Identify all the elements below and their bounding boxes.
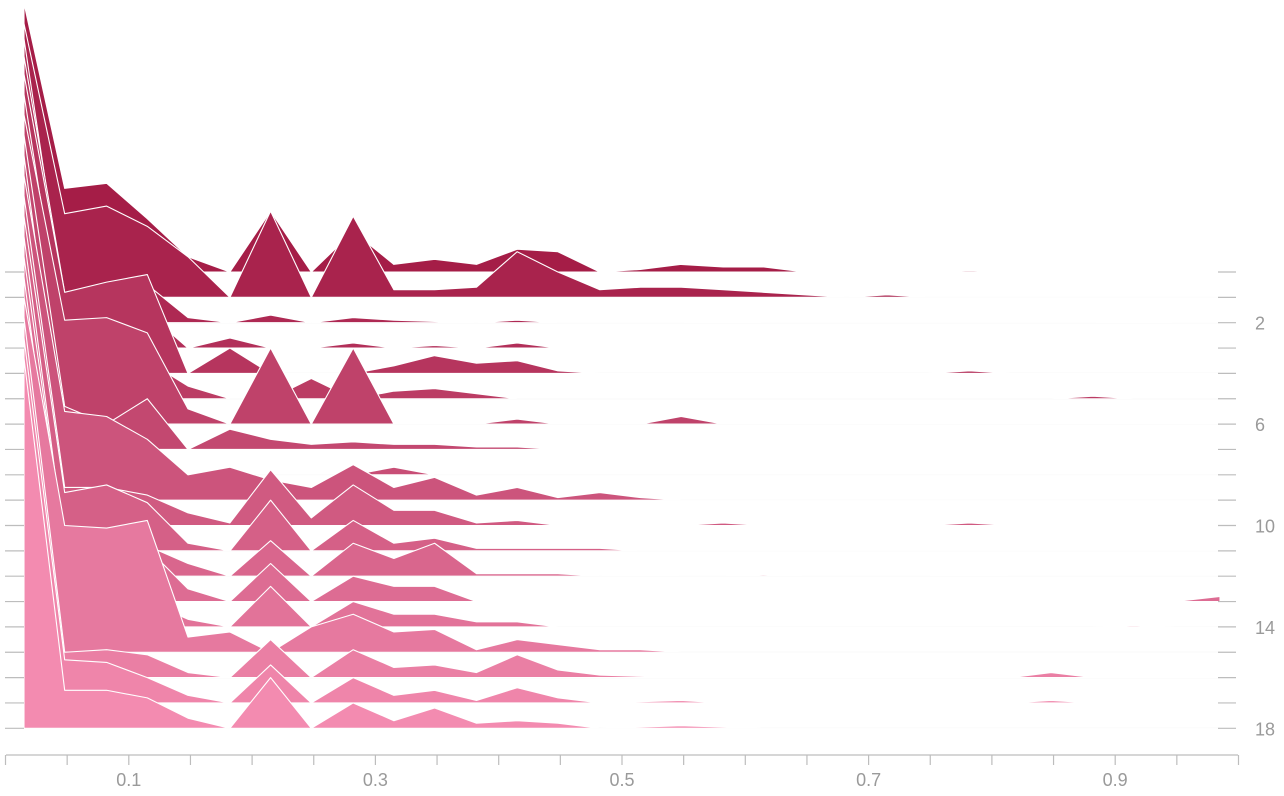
- ridge-8: [23, 154, 1221, 476]
- ridge-1: [23, 23, 1221, 298]
- ridge-16: [23, 317, 1221, 679]
- ridge-6: [23, 114, 1221, 425]
- ridge-12: [23, 235, 1221, 577]
- ridge-4: [23, 73, 1221, 374]
- y-tick-label-18: 18: [1255, 719, 1275, 739]
- ridge-18: [23, 357, 1221, 729]
- ridges-layer: [23, 2, 1221, 729]
- y-tick-label-6: 6: [1255, 415, 1265, 435]
- y-axis: 2 6 10 14 18: [5, 271, 1275, 739]
- ridge-15: [23, 296, 1221, 653]
- ridge-10: [23, 195, 1221, 527]
- y-tick-label-2: 2: [1255, 314, 1265, 334]
- ridge-7: [23, 134, 1221, 450]
- x-tick-label-0.5: 0.5: [609, 770, 634, 790]
- x-tick-label-0.7: 0.7: [856, 770, 881, 790]
- ridge-17: [23, 337, 1221, 704]
- ridge-3: [23, 55, 1221, 349]
- x-tick-label-0.9: 0.9: [1103, 770, 1128, 790]
- y-tick-label-10: 10: [1255, 517, 1275, 537]
- ridge-11: [23, 215, 1221, 552]
- ridge-0: [23, 2, 1221, 273]
- ridge-14: [23, 276, 1221, 628]
- x-tick-label-0.1: 0.1: [116, 770, 141, 790]
- x-tick-label-0.3: 0.3: [363, 770, 388, 790]
- x-axis: 0.1 0.3 0.5 0.7 0.9: [4, 754, 1240, 790]
- y-tick-label-14: 14: [1255, 618, 1275, 638]
- ridge-5: [23, 94, 1221, 400]
- ridge-9: [23, 175, 1221, 501]
